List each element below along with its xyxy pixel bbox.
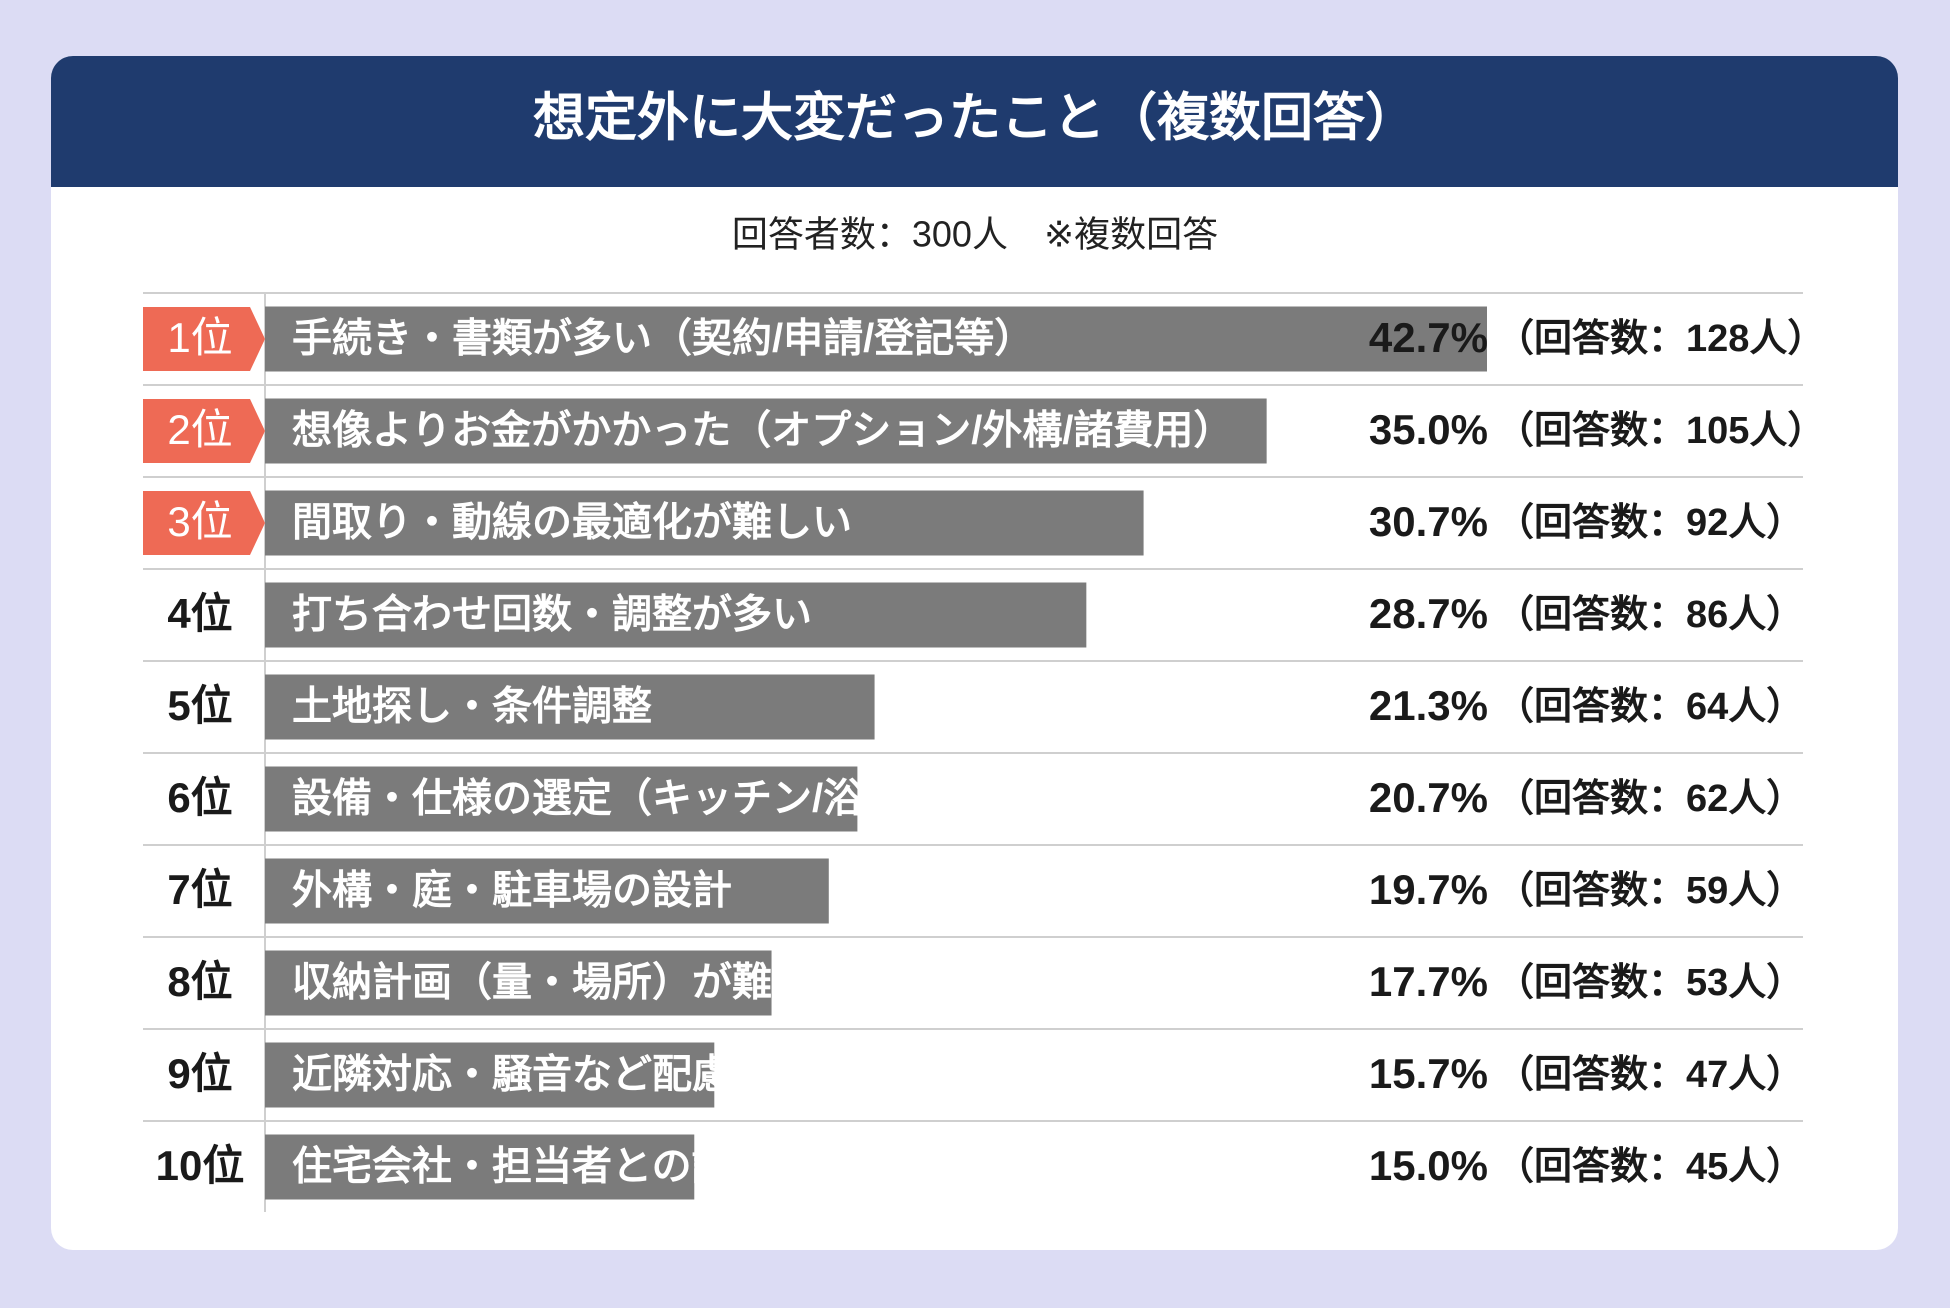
count-label: （回答数：64人） <box>1496 686 1804 728</box>
value-label: 19.7% <box>1369 866 1488 913</box>
value-label: 17.7% <box>1369 958 1488 1005</box>
value-label: 20.7% <box>1369 774 1488 821</box>
count-label: （回答数：45人） <box>1496 1146 1804 1188</box>
bar-category-label: 収納計画（量・場所）が難しい <box>292 961 852 1005</box>
bar-category-label: 近隣対応・騒音など配慮が必要 <box>292 1053 852 1097</box>
rank-label: 9位 <box>167 1050 232 1097</box>
bar-category-label: 住宅会社・担当者との認識合わせが難しい <box>292 1144 1052 1189</box>
value-label: 15.0% <box>1369 1142 1488 1189</box>
bar <box>265 1134 695 1200</box>
bar <box>265 306 1487 372</box>
bar <box>265 582 1087 648</box>
chart-title: 想定外に大変だったこと（複数回答） <box>533 90 1417 148</box>
bar <box>265 674 875 740</box>
value-label: 30.7% <box>1369 498 1488 545</box>
chart-subtitle: 回答者数：300人 ※複数回答 <box>732 214 1218 255</box>
count-label: （回答数：62人） <box>1496 778 1804 820</box>
value-label: 42.7% <box>1369 314 1488 361</box>
rank-badge <box>143 307 265 371</box>
count-label: （回答数：105人） <box>1496 410 1825 452</box>
rank-label: 5位 <box>167 682 232 729</box>
bar <box>265 1042 715 1108</box>
rank-badge <box>143 399 265 463</box>
count-label: （回答数：53人） <box>1496 962 1804 1004</box>
bar-category-label: 間取り・動線の最適化が難しい <box>292 501 852 545</box>
bar <box>265 766 858 832</box>
header-band <box>51 56 1898 187</box>
bar <box>265 490 1144 556</box>
value-label: 21.3% <box>1369 682 1488 729</box>
count-label: （回答数：86人） <box>1496 594 1804 636</box>
rank-badge <box>143 491 265 555</box>
rank-label: 7位 <box>167 866 232 913</box>
count-label: （回答数：47人） <box>1496 1054 1804 1096</box>
value-label: 28.7% <box>1369 590 1488 637</box>
bar <box>265 398 1267 464</box>
bar <box>265 950 772 1016</box>
bar <box>265 858 829 924</box>
rank-label: 8位 <box>167 958 232 1005</box>
count-label: （回答数：59人） <box>1496 870 1804 912</box>
value-label: 15.7% <box>1369 1050 1488 1097</box>
value-label: 35.0% <box>1369 406 1488 453</box>
bar-category-label: 想像よりお金がかかった（オプション/外構/諸費用） <box>292 408 1233 453</box>
bar-category-label: 土地探し・条件調整 <box>292 685 652 729</box>
bar-category-label: 打ち合わせ回数・調整が多い <box>292 593 812 637</box>
rank-label: 10位 <box>156 1142 245 1189</box>
rank-label: 3位 <box>167 498 232 545</box>
rank-label: 6位 <box>167 774 232 821</box>
rank-label: 1位 <box>167 314 232 361</box>
bar-category-label: 設備・仕様の選定（キッチン/浴室など） <box>292 777 1023 821</box>
rank-label: 4位 <box>167 590 232 637</box>
rank-label: 2位 <box>167 406 232 453</box>
count-label: （回答数：92人） <box>1496 502 1804 544</box>
bar-category-label: 外構・庭・駐車場の設計 <box>292 869 732 913</box>
count-label: （回答数：128人） <box>1496 318 1825 360</box>
bar-category-label: 手続き・書類が多い（契約/申請/登記等） <box>292 317 1034 361</box>
